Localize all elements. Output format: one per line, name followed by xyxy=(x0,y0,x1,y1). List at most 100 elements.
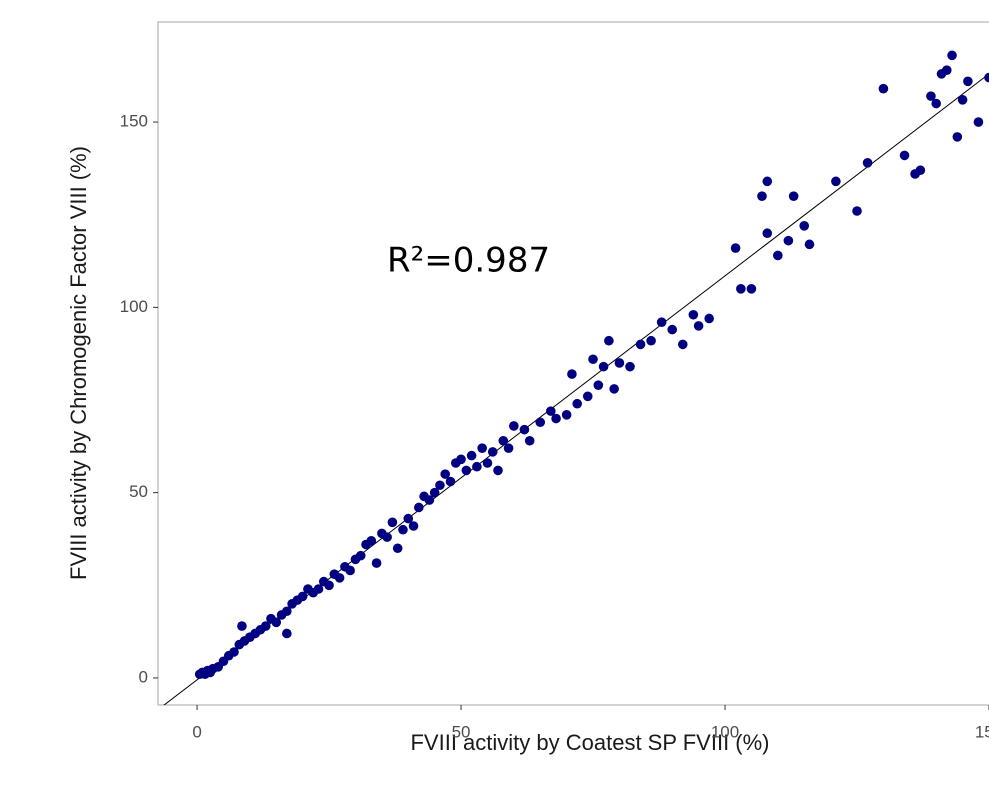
data-point xyxy=(493,465,503,476)
data-point xyxy=(588,354,598,365)
data-point xyxy=(957,95,968,105)
data-point xyxy=(941,65,952,75)
y-axis-title: FVIII activity by Chromogenic Factor VII… xyxy=(66,146,91,580)
data-point xyxy=(297,591,308,602)
data-point xyxy=(355,550,366,561)
data-point xyxy=(324,580,334,591)
data-point xyxy=(693,321,704,331)
data-point xyxy=(282,606,292,617)
data-point xyxy=(445,476,456,487)
data-point xyxy=(561,410,572,420)
data-point xyxy=(466,450,477,461)
data-point xyxy=(730,243,741,253)
data-point xyxy=(313,584,324,594)
data-point xyxy=(593,380,604,390)
data-point xyxy=(773,250,783,261)
data-point xyxy=(952,132,963,142)
data-point xyxy=(366,536,377,546)
data-point xyxy=(656,317,667,327)
data-point xyxy=(862,158,873,168)
data-point xyxy=(736,284,746,294)
data-point xyxy=(498,435,509,446)
data-point xyxy=(567,369,577,379)
data-point xyxy=(408,521,419,531)
data-point xyxy=(677,339,688,350)
data-point xyxy=(271,617,282,628)
data-point xyxy=(398,524,408,535)
data-point xyxy=(524,435,535,446)
data-point xyxy=(429,487,440,498)
data-point xyxy=(704,313,714,324)
data-point xyxy=(487,447,498,457)
data-point xyxy=(831,176,841,187)
data-point xyxy=(387,517,398,528)
data-point xyxy=(382,532,392,542)
data-point xyxy=(646,335,656,346)
data-point xyxy=(260,621,271,631)
data-point xyxy=(503,443,514,453)
y-tick-label: 150 xyxy=(120,112,148,131)
data-point xyxy=(282,628,292,639)
data-point xyxy=(403,513,414,524)
data-point xyxy=(424,495,435,505)
data-point xyxy=(625,361,635,372)
data-point xyxy=(688,309,699,320)
data-point xyxy=(461,465,472,476)
x-tick-label: 150 xyxy=(975,722,989,741)
data-point xyxy=(519,424,530,435)
data-point xyxy=(804,239,815,250)
data-point xyxy=(477,443,487,453)
data-point xyxy=(229,647,239,657)
data-point xyxy=(757,191,767,201)
data-point xyxy=(614,358,625,368)
r-squared-annotation: R²=0.987 xyxy=(387,241,550,281)
data-point xyxy=(878,83,889,94)
data-point xyxy=(545,406,556,416)
data-point xyxy=(915,165,926,176)
data-point xyxy=(788,191,799,201)
data-point xyxy=(334,573,345,583)
data-point xyxy=(482,458,493,468)
data-point xyxy=(509,421,519,431)
data-point xyxy=(635,339,646,350)
data-point xyxy=(609,384,619,394)
data-point xyxy=(783,235,794,246)
data-point xyxy=(392,543,403,554)
y-tick-label: 100 xyxy=(120,297,148,316)
plot-frame xyxy=(157,21,989,706)
data-point xyxy=(345,565,355,576)
x-tick-label: 50 xyxy=(452,722,471,741)
data-point xyxy=(931,98,942,109)
data-point xyxy=(746,284,757,294)
data-point xyxy=(667,324,678,335)
data-point xyxy=(973,117,984,127)
data-point xyxy=(371,558,382,568)
data-point xyxy=(237,621,247,631)
data-point xyxy=(456,454,466,465)
data-point xyxy=(926,91,936,101)
data-point xyxy=(440,469,451,479)
data-point xyxy=(598,361,609,372)
data-point xyxy=(852,206,862,216)
data-point xyxy=(535,417,546,428)
data-point xyxy=(799,221,810,231)
data-point xyxy=(899,150,910,161)
y-tick-label: 0 xyxy=(139,667,148,686)
data-point xyxy=(963,76,973,87)
x-tick-label: 100 xyxy=(711,722,739,741)
data-point xyxy=(572,398,582,409)
data-point xyxy=(984,72,989,83)
x-tick-label: 0 xyxy=(192,722,201,741)
data-point xyxy=(762,176,773,187)
data-point xyxy=(582,391,593,402)
data-point xyxy=(414,502,424,513)
data-point xyxy=(762,228,773,239)
x-axis-title: FVIII activity by Coatest SP FVIII (%) xyxy=(410,730,769,755)
data-point xyxy=(551,413,561,424)
data-point xyxy=(947,50,957,61)
data-point xyxy=(435,480,445,491)
plot-area xyxy=(163,50,989,705)
data-point xyxy=(472,461,482,472)
